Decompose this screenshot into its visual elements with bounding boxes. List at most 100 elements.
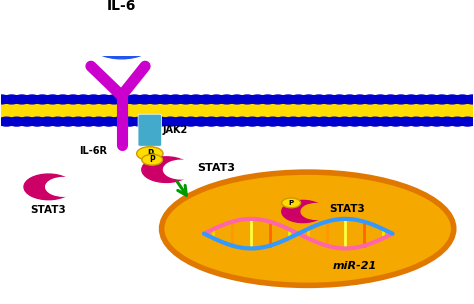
Circle shape (449, 117, 466, 126)
Circle shape (142, 157, 191, 182)
Text: IL-6: IL-6 (107, 0, 136, 13)
Circle shape (274, 117, 292, 126)
Circle shape (413, 95, 430, 104)
Circle shape (351, 95, 368, 104)
Circle shape (464, 95, 474, 104)
Circle shape (24, 174, 73, 200)
Circle shape (454, 95, 471, 104)
Circle shape (100, 117, 118, 126)
Circle shape (157, 95, 174, 104)
Circle shape (459, 117, 474, 126)
Circle shape (24, 95, 41, 104)
Circle shape (408, 117, 425, 126)
Circle shape (282, 198, 301, 208)
Circle shape (106, 95, 123, 104)
Circle shape (316, 117, 333, 126)
Circle shape (60, 117, 76, 126)
Circle shape (90, 117, 107, 126)
Circle shape (146, 95, 164, 104)
Circle shape (18, 117, 36, 126)
Circle shape (234, 117, 251, 126)
Circle shape (121, 117, 138, 126)
Circle shape (433, 95, 450, 104)
Circle shape (142, 154, 163, 165)
Circle shape (300, 95, 317, 104)
Circle shape (213, 117, 230, 126)
Circle shape (182, 117, 200, 126)
Text: STAT3: STAT3 (197, 164, 235, 173)
Circle shape (341, 95, 358, 104)
Circle shape (244, 117, 261, 126)
Circle shape (428, 117, 445, 126)
Circle shape (0, 95, 10, 104)
Circle shape (372, 95, 389, 104)
Circle shape (89, 24, 155, 59)
Circle shape (164, 160, 199, 179)
Text: JAK2: JAK2 (163, 125, 188, 135)
Circle shape (403, 95, 419, 104)
Circle shape (64, 95, 82, 104)
Circle shape (39, 117, 56, 126)
Circle shape (282, 200, 324, 223)
Circle shape (3, 95, 20, 104)
Circle shape (382, 95, 399, 104)
Circle shape (93, 27, 126, 44)
Text: IL-6R: IL-6R (80, 146, 108, 156)
Circle shape (80, 117, 97, 126)
Circle shape (259, 95, 276, 104)
Circle shape (137, 147, 163, 161)
Circle shape (264, 117, 282, 126)
Text: P: P (147, 149, 153, 158)
Circle shape (111, 117, 128, 126)
Circle shape (346, 117, 363, 126)
Circle shape (192, 117, 210, 126)
Ellipse shape (162, 172, 454, 285)
Text: STAT3: STAT3 (329, 204, 365, 214)
Circle shape (444, 95, 461, 104)
Circle shape (249, 95, 266, 104)
Circle shape (398, 117, 414, 126)
Circle shape (305, 117, 322, 126)
Circle shape (387, 117, 404, 126)
Circle shape (362, 95, 379, 104)
Circle shape (8, 117, 25, 126)
Circle shape (188, 95, 204, 104)
Text: STAT3: STAT3 (31, 205, 66, 215)
Circle shape (367, 117, 384, 126)
Circle shape (203, 117, 220, 126)
Circle shape (331, 95, 348, 104)
Circle shape (177, 95, 194, 104)
Circle shape (141, 117, 158, 126)
Circle shape (13, 95, 30, 104)
Circle shape (152, 117, 169, 126)
Circle shape (34, 95, 51, 104)
Circle shape (117, 21, 145, 36)
Circle shape (239, 95, 256, 104)
Circle shape (295, 117, 312, 126)
Circle shape (70, 117, 87, 126)
Circle shape (116, 95, 133, 104)
Circle shape (377, 117, 394, 126)
Circle shape (336, 117, 353, 126)
Circle shape (254, 117, 271, 126)
Circle shape (49, 117, 66, 126)
Circle shape (198, 95, 215, 104)
Circle shape (228, 95, 246, 104)
Circle shape (223, 117, 240, 126)
Circle shape (218, 95, 235, 104)
Circle shape (301, 204, 331, 219)
Text: P: P (289, 200, 294, 206)
Circle shape (137, 95, 153, 104)
Circle shape (85, 95, 102, 104)
Circle shape (46, 178, 82, 196)
Circle shape (418, 117, 435, 126)
Circle shape (321, 95, 337, 104)
Circle shape (44, 95, 61, 104)
Circle shape (438, 117, 456, 126)
Circle shape (326, 117, 343, 126)
Circle shape (167, 95, 184, 104)
Circle shape (126, 95, 143, 104)
Circle shape (310, 95, 328, 104)
Circle shape (208, 95, 225, 104)
Circle shape (75, 95, 92, 104)
